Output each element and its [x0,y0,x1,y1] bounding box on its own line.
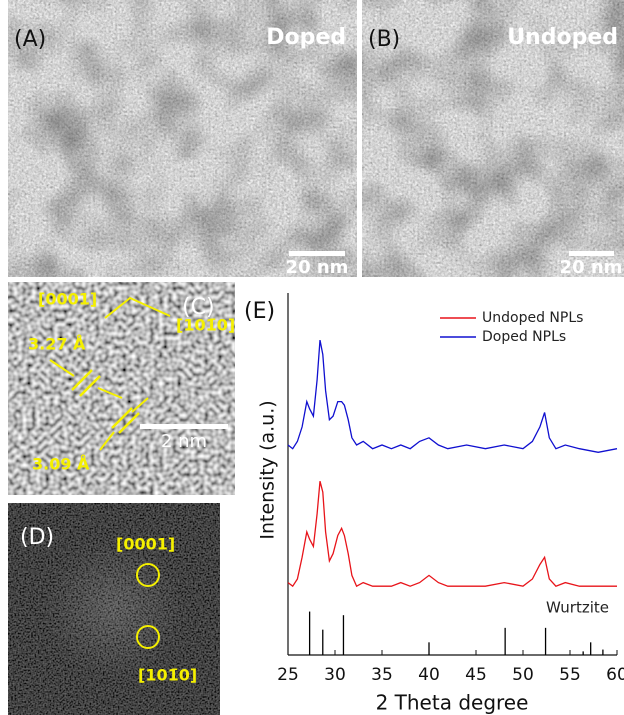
scale-label: 20 nm [560,257,623,278]
panel-label: (D) [20,525,54,550]
xrd-line [288,481,617,586]
spacing-label: 3.09 Å [32,455,90,474]
spacing-label: 3.27 Å [28,335,86,354]
fft-center [44,539,184,679]
x-tick-label: 50 [512,665,534,685]
x-tick-label: 40 [418,665,440,685]
caption: Doped [266,25,346,50]
scale-label: 2 nm [161,431,207,452]
panel-label: (B) [368,27,400,52]
figure: (A) Doped 20 nm (B) Undoped 20 nm (C) [0… [0,0,624,715]
x-tick-label: 45 [465,665,487,685]
x-tick-label: 25 [277,665,299,685]
scale-bar [140,424,228,429]
direction-label: [0001] [38,290,97,309]
xrd-line [288,340,617,452]
spot-label: [101̄0] [138,666,197,685]
legend-label: Undoped NPLs [482,310,583,326]
caption: Undoped [507,25,618,50]
x-tick-label: 60 [606,665,624,685]
x-tick-label: 35 [371,665,393,685]
legend-label: Doped NPLs [482,329,566,345]
scale-label: 20 nm [286,257,349,278]
panel-label: (A) [14,27,46,52]
panel-label: (E) [244,299,275,324]
scale-bar [289,251,345,256]
spot-label: [0001] [116,535,175,554]
scale-bar [569,251,614,256]
x-tick-label: 30 [324,665,346,685]
y-axis-label: Intensity (a.u.) [257,400,279,539]
reference-label: Wurtzite [546,599,609,617]
x-tick-label: 55 [559,665,581,685]
x-axis-label: 2 Theta degree [376,691,529,715]
direction-label: [101̄0] [176,316,235,335]
